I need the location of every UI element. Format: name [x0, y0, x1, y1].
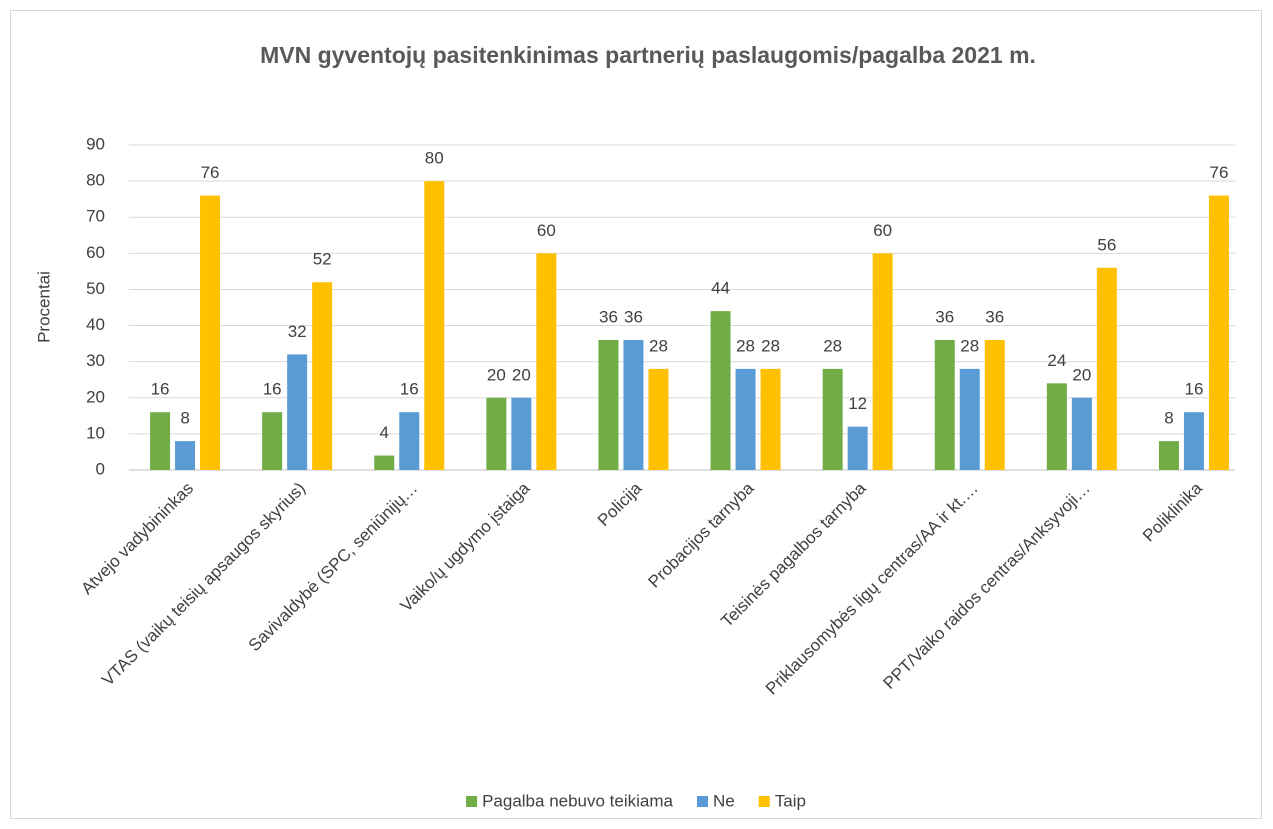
bar — [486, 397, 507, 470]
y-tick-label: 60 — [86, 243, 105, 262]
legend-swatch — [466, 796, 478, 807]
data-label: 16 — [263, 380, 282, 399]
bar — [1183, 412, 1204, 470]
legend-label: Ne — [713, 791, 735, 810]
bar — [1158, 441, 1179, 470]
bar — [822, 368, 843, 470]
data-label: 60 — [537, 221, 556, 240]
legend-swatch — [758, 796, 770, 807]
data-label: 16 — [1184, 380, 1203, 399]
bar — [760, 368, 781, 470]
data-label: 80 — [425, 149, 444, 168]
data-label: 60 — [873, 221, 892, 240]
bar — [399, 412, 420, 470]
y-tick-label: 30 — [86, 351, 105, 370]
data-label: 28 — [960, 336, 979, 355]
bar — [735, 368, 756, 470]
data-label: 20 — [1072, 365, 1091, 384]
bar — [984, 340, 1005, 470]
data-label: 36 — [624, 307, 643, 326]
bar — [710, 311, 731, 470]
data-label: 24 — [1047, 351, 1066, 370]
bar — [175, 441, 196, 470]
y-tick-label: 80 — [86, 171, 105, 190]
bar — [150, 412, 171, 470]
bar — [287, 354, 308, 470]
bar — [424, 181, 445, 470]
y-axis-label: Procentai — [34, 271, 53, 343]
y-tick-label: 90 — [86, 134, 105, 153]
legend-label: Pagalba nebuvo teikiama — [482, 791, 673, 810]
bar — [598, 340, 619, 470]
bar — [648, 368, 669, 470]
data-label: 20 — [512, 365, 531, 384]
data-label: 28 — [761, 336, 780, 355]
legend-label: Taip — [775, 791, 806, 810]
bar — [374, 455, 395, 470]
data-label: 16 — [151, 380, 170, 399]
bar — [623, 340, 644, 470]
bar — [1208, 195, 1229, 471]
chart-title: MVN gyventojų pasitenkinimas partnerių p… — [260, 42, 1036, 68]
y-tick-label: 70 — [86, 207, 105, 226]
data-label: 4 — [380, 423, 389, 442]
bar — [872, 253, 893, 470]
data-label: 16 — [400, 380, 419, 399]
data-label: 20 — [487, 365, 506, 384]
data-label: 44 — [711, 279, 730, 298]
bar — [511, 397, 532, 470]
data-label: 12 — [848, 394, 867, 413]
data-label: 52 — [313, 250, 332, 269]
bar — [312, 282, 333, 470]
bar — [934, 340, 955, 470]
data-label: 28 — [736, 336, 755, 355]
data-label: 56 — [1097, 235, 1116, 254]
y-tick-label: 50 — [86, 279, 105, 298]
y-tick-label: 40 — [86, 315, 105, 334]
data-label: 28 — [649, 336, 668, 355]
bar — [1071, 397, 1092, 470]
bar — [536, 253, 557, 470]
bar — [959, 368, 980, 470]
y-tick-label: 0 — [96, 459, 105, 478]
data-label: 76 — [1209, 163, 1228, 182]
data-label: 32 — [288, 322, 307, 341]
bar — [262, 412, 283, 470]
data-label: 76 — [201, 163, 220, 182]
y-tick-label: 10 — [86, 423, 105, 442]
bar — [200, 195, 221, 471]
data-label: 36 — [599, 307, 618, 326]
bar — [1046, 383, 1067, 470]
data-label: 28 — [823, 336, 842, 355]
bar — [1096, 267, 1117, 470]
data-label: 36 — [935, 307, 954, 326]
legend-swatch — [697, 796, 708, 807]
y-tick-label: 20 — [86, 387, 105, 406]
data-label: 36 — [985, 307, 1004, 326]
data-label: 8 — [180, 409, 189, 428]
bar — [847, 426, 868, 470]
data-label: 8 — [1164, 409, 1173, 428]
